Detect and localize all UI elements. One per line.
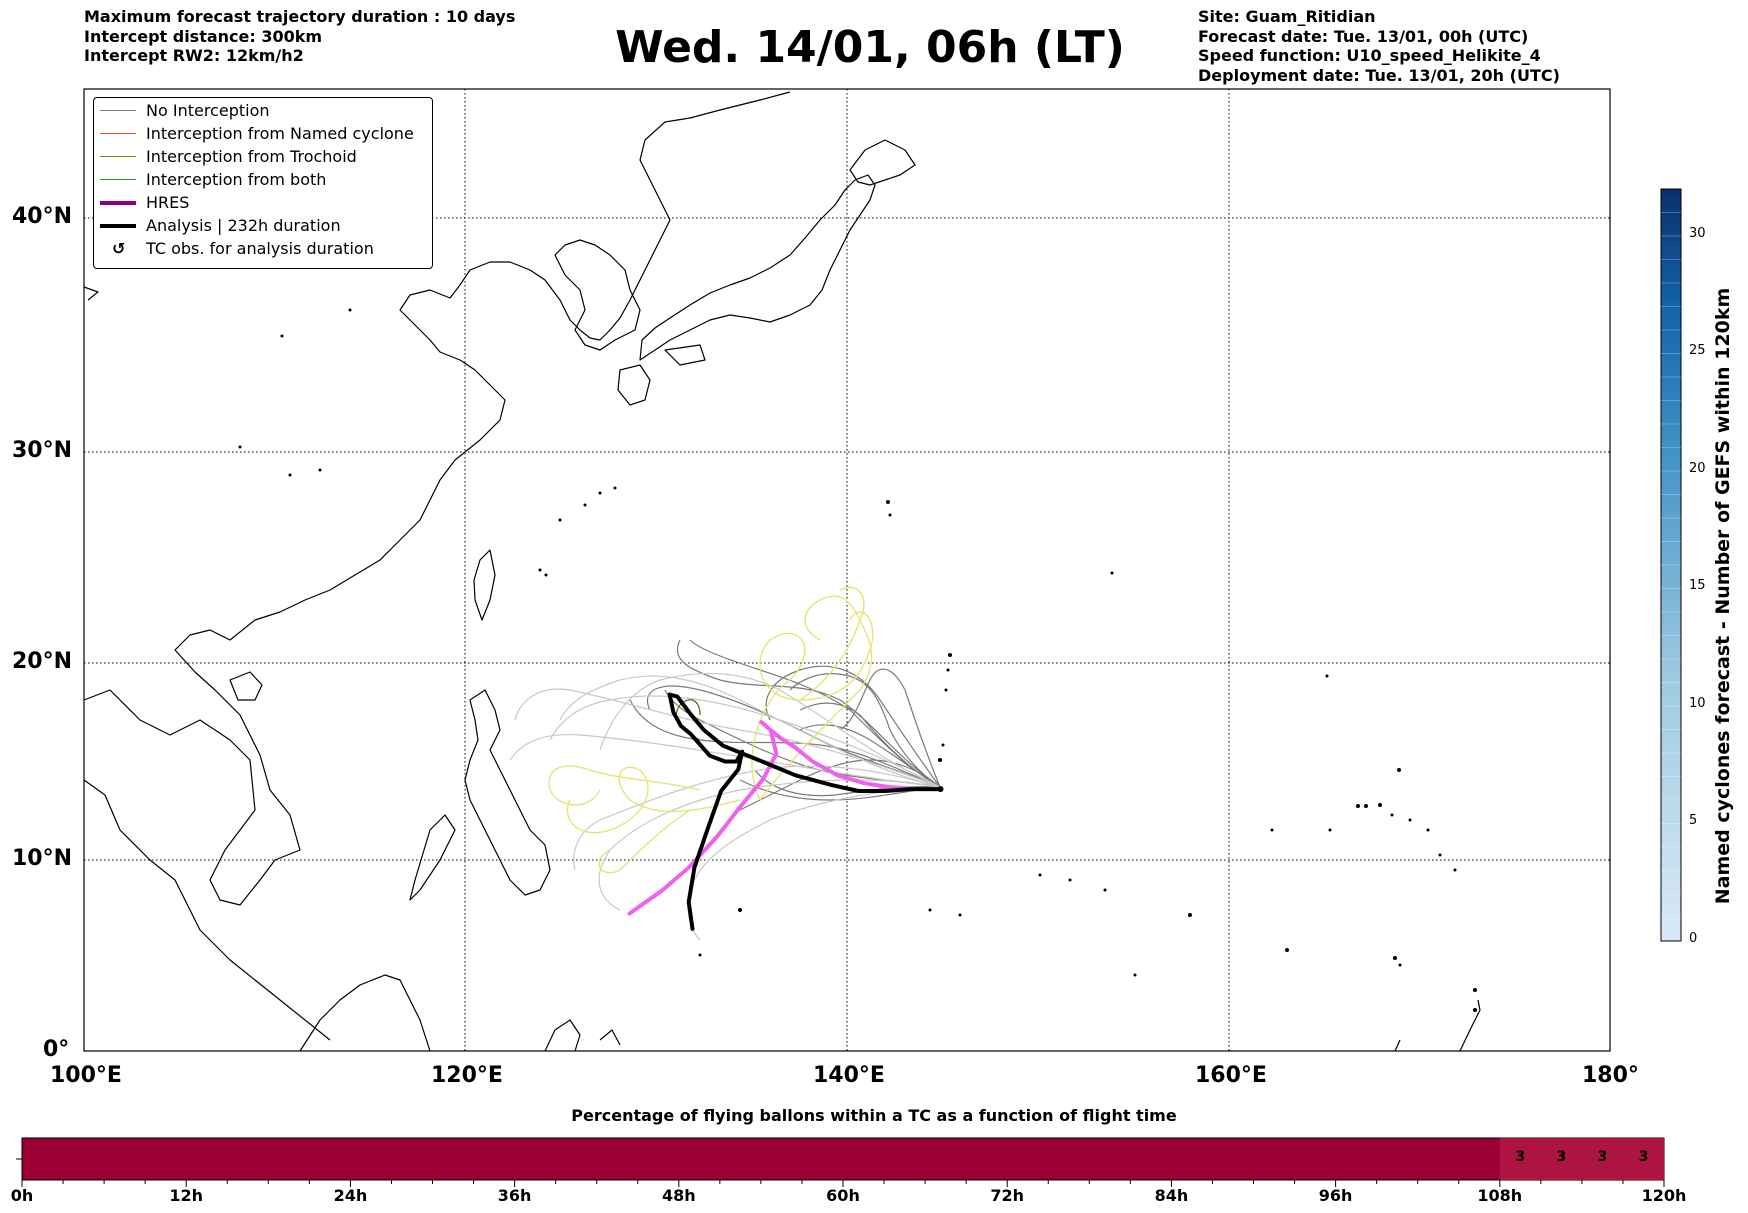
speed-function-text: Speed function: U10_speed_Helikite_4 (1198, 46, 1541, 65)
palawan-coast (409, 814, 456, 901)
bar-tick-label: 48h (661, 1186, 696, 1205)
lat-label-10: 10°N (12, 846, 73, 871)
lat-label-20: 20°N (12, 649, 73, 674)
cb-tick-10: 10 (1689, 696, 1706, 711)
header-left: Maximum forecast trajectory duration : 1… (84, 7, 515, 66)
bar-tick-label: 72h (990, 1186, 1025, 1205)
legend-swatch (100, 133, 136, 134)
analysis-track (667, 692, 943, 931)
analysis-track-group (667, 692, 943, 931)
ensemble-trajectories-light (509, 672, 941, 941)
site-marker (937, 786, 944, 793)
cb-tick-5: 5 (1689, 813, 1698, 828)
max-duration-text: Maximum forecast trajectory duration : 1… (84, 7, 516, 26)
lat-label-30: 30°N (12, 438, 73, 463)
legend-item-trochoid: Interception from Trochoid (94, 147, 432, 167)
intercept-rw2-text: Intercept RW2: 12km/h2 (84, 46, 304, 65)
legend-label: HRES (146, 193, 190, 212)
bar-tick-label: 12h (169, 1186, 204, 1205)
deployment-date-text: Deployment date: Tue. 13/01, 20h (UTC) (1198, 65, 1560, 85)
page-title: Wed. 14/01, 06h (LT) (0, 22, 1748, 73)
bar-value-label: 3 (1556, 1149, 1567, 1165)
flight-time-bar (16, 1137, 1665, 1187)
bar-tick-label: 60h (826, 1186, 860, 1205)
cb-tick-30: 30 (1689, 226, 1706, 241)
bar-title: Percentage of flying ballons within a TC… (571, 1106, 1177, 1125)
korea-coast (554, 239, 641, 351)
tc-symbol-icon: ↺ (112, 239, 126, 258)
cb-tick-0: 0 (1689, 931, 1698, 946)
legend-item-hres: HRES (94, 193, 432, 213)
cb-tick-25: 25 (1689, 343, 1706, 358)
hres-track (627, 720, 943, 916)
lon-label-160: 160°E (1195, 1063, 1267, 1088)
asia-coast (83, 91, 791, 1041)
coastlines (83, 91, 1481, 1052)
map-legend: No Interception Interception from Named … (93, 97, 433, 269)
legend-swatch (100, 179, 136, 180)
legend-label: Analysis | 232h duration (146, 216, 341, 235)
colorbar (1660, 188, 1682, 942)
cb-tick-20: 20 (1689, 461, 1706, 476)
cb-tick-15: 15 (1689, 578, 1706, 593)
legend-label: No Interception (146, 101, 270, 120)
lon-label-180: 180° (1582, 1063, 1639, 1088)
legend-swatch (100, 224, 136, 228)
lon-label-140: 140°E (813, 1063, 885, 1088)
legend-swatch (100, 201, 136, 205)
legend-label: Interception from Named cyclone (146, 124, 414, 143)
philippines-coast (464, 689, 551, 896)
kyushu-coast (617, 364, 651, 406)
japan-coast (639, 174, 876, 361)
legend-label: Interception from Trochoid (146, 147, 357, 166)
legend-label: Interception from both (146, 170, 327, 189)
bar-tick-label: 0h (10, 1186, 34, 1205)
bar-tick-label: 36h (497, 1186, 532, 1205)
site-text: Site: Guam_Ritidian (1198, 7, 1376, 26)
papua-coast (1394, 999, 1481, 1052)
shikoku-coast (664, 344, 706, 366)
gridlines (84, 89, 1610, 1051)
colorbar-label: Named cyclones forecast - Number of GEFS… (1712, 287, 1734, 905)
legend-item-analysis: Analysis | 232h duration (94, 216, 432, 236)
forecast-date-text: Forecast date: Tue. 13/01, 00h (UTC) (1198, 26, 1529, 46)
lon-label-100: 100°E (50, 1063, 122, 1088)
legend-swatch (100, 110, 136, 111)
small-islands (196, 248, 1477, 1012)
legend-swatch (100, 156, 136, 157)
sulawesi-coast (544, 1019, 621, 1052)
legend-item-named-cyclone: Interception from Named cyclone (94, 124, 432, 144)
legend-label: TC obs. for analysis duration (146, 239, 374, 258)
legend-item-no-interception: No Interception (94, 101, 432, 121)
title-text: Wed. 14/01, 06h (LT) (615, 22, 1125, 73)
lat-label-0: 0° (43, 1037, 70, 1062)
bar-value-label: 3 (1515, 1149, 1526, 1165)
hres-track-group (627, 720, 943, 916)
intercept-distance-text: Intercept distance: 300km (84, 26, 323, 46)
bar-value-label: 3 (1597, 1149, 1608, 1165)
hainan-coast (229, 671, 263, 701)
taiwan-coast (473, 549, 496, 621)
header-right: Site: Guam_Ritidian Forecast date: Tue. … (1198, 7, 1560, 85)
borneo-coast (299, 974, 431, 1052)
trochoid-trajectories-yellow (548, 586, 874, 874)
lon-label-120: 120°E (431, 1063, 503, 1088)
bar-value-label: 3 (1638, 1149, 1649, 1165)
bar-tick-label: 24h (333, 1186, 368, 1205)
lat-label-40: 40°N (12, 204, 73, 229)
bar-tick-label: 108h (1477, 1186, 1523, 1205)
legend-item-tc-obs: ↺ TC obs. for analysis duration (94, 239, 432, 259)
bar-tick-label: 96h (1318, 1186, 1353, 1205)
hokkaido-coast (849, 139, 916, 186)
legend-item-both: Interception from both (94, 170, 432, 190)
ensemble-trajectories (629, 639, 941, 811)
bar-tick-label: 84h (1154, 1186, 1189, 1205)
bar-tick-label: 120h (1641, 1186, 1687, 1205)
